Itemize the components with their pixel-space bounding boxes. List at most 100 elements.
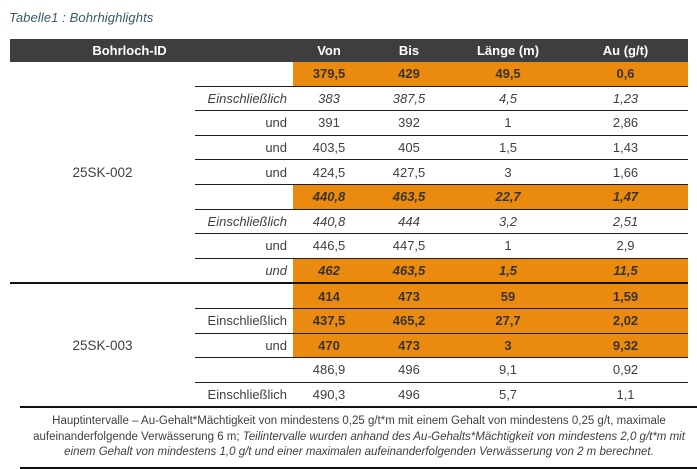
laenge-cell: 1,5 — [453, 134, 564, 160]
bis-cell: 473 — [365, 282, 454, 309]
bis-cell: 427,5 — [365, 159, 454, 185]
au-cell: 0,92 — [563, 357, 689, 383]
au-cell: 1,66 — [563, 159, 689, 185]
laenge-cell: 22,7 — [453, 183, 564, 210]
laenge-cell: 3,2 — [453, 208, 564, 234]
table-row: 25SK-002 379,5 429 49,5 0,6 — [10, 62, 689, 180]
table-row: und 391 392 1 2,86 — [10, 110, 689, 136]
table-row: und 462 463,5 1,5 11,5 — [10, 257, 689, 284]
qualifier-cell: und — [195, 159, 294, 185]
laenge-cell: 4,5 — [453, 85, 564, 111]
table-row: und 403,5 405 1,5 1,43 — [10, 134, 689, 160]
au-cell: 9,32 — [563, 332, 689, 358]
bis-cell: 405 — [365, 134, 454, 160]
laenge-cell: 1,5 — [453, 257, 564, 284]
au-cell: 11,5 — [563, 257, 689, 284]
qualifier-cell: Einschließlich — [195, 208, 294, 234]
borehole-id-cell: 25SK-002 — [72, 164, 133, 180]
table-row: und 470 473 3 9,32 — [10, 332, 689, 358]
laenge-cell: 59 — [453, 282, 564, 309]
laenge-cell: 5,7 — [453, 381, 564, 407]
header-laenge: Länge (m) — [453, 39, 564, 62]
footnote-main-intervals: Hauptintervalle – Au-Gehalt*Mächtigkeit … — [33, 415, 666, 443]
table-row: und 446,5 447,5 1 2,9 — [10, 233, 689, 259]
header-row: Bohrloch-ID Von Bis Länge (m) Au (g/t) — [10, 39, 689, 62]
bis-cell: 463,5 — [365, 183, 454, 210]
au-cell: 2,02 — [563, 307, 689, 334]
von-cell: 403,5 — [293, 134, 366, 160]
table-row: Einschließlich 383 387,5 4,5 1,23 — [10, 85, 689, 111]
table-row: 440,8 463,5 22,7 1,47 — [10, 183, 689, 210]
au-cell: 2,86 — [563, 110, 689, 136]
au-cell: 1,59 — [563, 282, 689, 309]
au-cell: 2,9 — [563, 233, 689, 259]
table-row: Einschließlich 440,8 444 3,2 2,51 — [10, 208, 689, 234]
von-cell: 424,5 — [293, 159, 366, 185]
header-borehole-id: Bohrloch-ID — [10, 39, 294, 62]
footnote-sub-intervals: Teilintervalle wurden anhand des Au-Geha… — [64, 430, 685, 459]
table-row: 25SK-003 414 473 59 1,59 — [10, 282, 689, 407]
von-cell: 462 — [293, 257, 366, 284]
laenge-cell: 1 — [453, 110, 564, 136]
bis-cell: 463,5 — [365, 257, 454, 284]
laenge-cell: 49,5 — [453, 62, 564, 87]
page: Tabelle1 : Bohrhighlights Bohrloch-ID Vo… — [0, 10, 697, 469]
qualifier-cell: und — [195, 134, 294, 160]
laenge-cell: 9,1 — [453, 357, 564, 383]
header-bis: Bis — [365, 39, 454, 62]
laenge-cell: 3 — [453, 332, 564, 358]
drill-highlights-table: Bohrloch-ID Von Bis Länge (m) Au (g/t) 2… — [10, 39, 689, 407]
table-body: 25SK-002 379,5 429 49,5 0,6 Einschließlich 383… — [10, 62, 689, 407]
qualifier-cell: Einschließlich — [195, 307, 294, 334]
qualifier-cell: und — [195, 332, 294, 358]
laenge-cell: 3 — [453, 159, 564, 185]
qualifier-cell: und — [195, 233, 294, 259]
von-cell: 470 — [293, 332, 366, 358]
table-row: Einschließlich 490,3 496 5,7 1,1 — [10, 381, 689, 407]
von-cell: 446,5 — [293, 233, 366, 259]
bis-cell: 447,5 — [365, 233, 454, 259]
au-cell: 2,51 — [563, 208, 689, 234]
table-header: Bohrloch-ID Von Bis Länge (m) Au (g/t) — [10, 39, 689, 62]
von-cell: 383 — [293, 85, 366, 111]
qualifier-cell: Einschließlich — [195, 381, 294, 407]
header-von: Von — [293, 39, 366, 62]
bis-cell: 444 — [365, 208, 454, 234]
von-cell: 440,8 — [293, 183, 366, 210]
von-cell: 437,5 — [293, 307, 366, 334]
qualifier-cell — [195, 357, 294, 383]
von-cell: 486,9 — [293, 357, 366, 383]
bis-cell: 496 — [365, 381, 454, 407]
qualifier-cell: Einschließlich — [195, 85, 294, 111]
bis-cell: 473 — [365, 332, 454, 358]
au-cell: 1,47 — [563, 183, 689, 210]
footnote: Hauptintervalle – Au-Gehalt*Mächtigkeit … — [20, 406, 697, 469]
qualifier-cell — [195, 282, 294, 309]
bis-cell: 465,2 — [365, 307, 454, 334]
von-cell: 440,8 — [293, 208, 366, 234]
qualifier-cell — [195, 183, 294, 210]
bis-cell: 392 — [365, 110, 454, 136]
von-cell: 414 — [293, 282, 366, 309]
bis-cell: 387,5 — [365, 85, 454, 111]
von-cell: 379,5 — [293, 62, 366, 87]
qualifier-cell: und — [195, 257, 294, 284]
table-row: und 424,5 427,5 3 1,66 — [10, 159, 689, 185]
bis-cell: 496 — [365, 357, 454, 383]
table-container: Bohrloch-ID Von Bis Länge (m) Au (g/t) 2… — [10, 39, 697, 469]
header-au: Au (g/t) — [563, 39, 689, 62]
qualifier-cell: und — [195, 110, 294, 136]
table-row: 486,9 496 9,1 0,92 — [10, 357, 689, 383]
laenge-cell: 27,7 — [453, 307, 564, 334]
table-row: Einschließlich 437,5 465,2 27,7 2,02 — [10, 307, 689, 334]
von-cell: 391 — [293, 110, 366, 136]
laenge-cell: 1 — [453, 233, 564, 259]
borehole-id-cell: 25SK-003 — [10, 282, 195, 407]
bis-cell: 429 — [365, 62, 454, 87]
au-cell: 1,1 — [563, 381, 689, 407]
au-cell: 1,43 — [563, 134, 689, 160]
qualifier-cell — [195, 62, 293, 86]
table-caption: Tabelle1 : Bohrhighlights — [9, 10, 154, 25]
au-cell: 1,23 — [563, 85, 689, 111]
au-cell: 0,6 — [563, 62, 689, 87]
